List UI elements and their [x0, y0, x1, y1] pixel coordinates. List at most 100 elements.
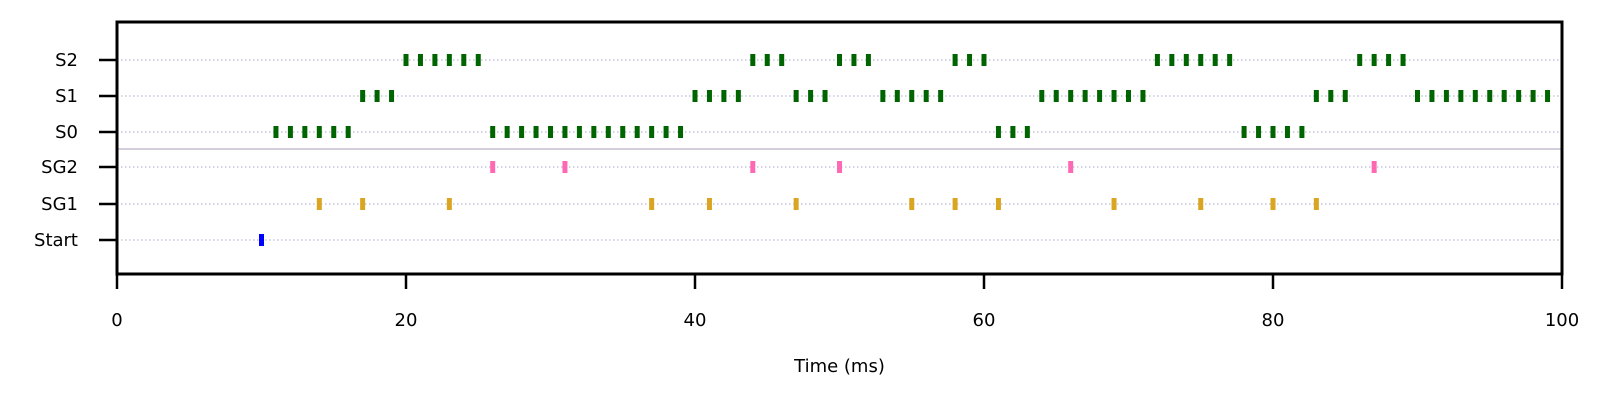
- spike-mark-s2-19: [1212, 54, 1218, 66]
- spike-mark-s0-8: [519, 126, 525, 138]
- spike-mark-s0-25: [1270, 126, 1276, 138]
- spike-mark-s1-15: [1039, 90, 1045, 102]
- spike-mark-s0-27: [1299, 126, 1305, 138]
- spike-mark-sg2-4: [1068, 161, 1074, 173]
- spike-mark-s1-25: [1342, 90, 1348, 102]
- spike-mark-s1-24: [1328, 90, 1334, 102]
- spike-mark-sg1-11: [1270, 198, 1276, 210]
- spike-mark-s0-4: [331, 126, 337, 138]
- spike-mark-sg1-8: [995, 198, 1001, 210]
- spike-mark-s1-13: [923, 90, 929, 102]
- spike-mark-s1-14: [938, 90, 944, 102]
- spike-mark-sg1-10: [1198, 198, 1204, 210]
- spike-mark-s0-13: [591, 126, 597, 138]
- spike-mark-s1-17: [1068, 90, 1074, 102]
- spike-mark-s2-16: [1169, 54, 1175, 66]
- spike-mark-sg1-3: [649, 198, 655, 210]
- spike-mark-s2-3: [446, 54, 452, 66]
- spike-mark-s1-23: [1313, 90, 1319, 102]
- spike-mark-s1-21: [1126, 90, 1131, 102]
- spike-mark-s1-32: [1501, 90, 1507, 102]
- spike-mark-s2-13: [967, 54, 973, 66]
- spike-mark-sg1-12: [1313, 198, 1319, 210]
- spike-mark-s1-2: [389, 90, 395, 102]
- spike-mark-s2-9: [837, 54, 842, 66]
- spike-mark-s1-27: [1429, 90, 1435, 102]
- spike-mark-s1-12: [909, 90, 915, 102]
- spike-mark-s1-10: [880, 90, 886, 102]
- x-tick-label-60: 60: [973, 310, 996, 331]
- spike-mark-s0-1: [287, 126, 293, 138]
- spike-mark-sg1-6: [909, 198, 915, 210]
- spike-mark-s1-7: [793, 90, 799, 102]
- spike-mark-s2-5: [475, 54, 481, 66]
- y-tick-label-sg1: SG1: [41, 194, 78, 215]
- plot-frame: [115, 20, 1564, 276]
- spike-mark-s1-22: [1140, 90, 1146, 102]
- spike-mark-s2-15: [1154, 54, 1160, 66]
- spike-mark-s1-0: [360, 90, 366, 102]
- spike-mark-sg1-0: [316, 198, 322, 210]
- x-axis-title: Time (ms): [793, 356, 885, 377]
- spike-mark-s0-20: [995, 126, 1001, 138]
- spike-mark-s2-4: [461, 54, 467, 66]
- spike-mark-s1-34: [1530, 90, 1536, 102]
- spike-mark-s0-19: [678, 126, 684, 138]
- spike-mark-s0-9: [533, 126, 539, 138]
- spike-mark-s1-9: [822, 90, 828, 102]
- x-tick-label-100: 100: [1545, 310, 1579, 331]
- spike-mark-s2-18: [1198, 54, 1204, 66]
- y-tick-label-s0: S0: [55, 122, 78, 143]
- spike-mark-s2-7: [764, 54, 770, 66]
- spike-mark-s1-29: [1458, 90, 1464, 102]
- y-tick-label-s1: S1: [55, 86, 78, 107]
- spike-mark-s0-3: [316, 126, 322, 138]
- spike-mark-s2-12: [952, 54, 958, 66]
- spike-mark-s2-1: [417, 54, 423, 66]
- spike-mark-s1-6: [735, 90, 741, 102]
- spike-mark-start-0: [259, 234, 264, 246]
- spike-mark-s2-22: [1371, 54, 1377, 66]
- spike-mark-s0-16: [634, 126, 640, 138]
- x-tick-label-0: 0: [111, 310, 122, 331]
- y-tick-label-start: Start: [34, 230, 78, 251]
- spike-mark-s2-2: [432, 54, 438, 66]
- spike-mark-s1-28: [1443, 90, 1449, 102]
- spike-mark-s2-14: [981, 54, 987, 66]
- spike-mark-s2-11: [865, 54, 871, 66]
- spike-mark-s1-26: [1415, 90, 1420, 102]
- y-tick-label-sg2: SG2: [41, 157, 78, 178]
- spike-mark-s1-3: [692, 90, 698, 102]
- spike-mark-s0-10: [548, 126, 553, 138]
- spike-mark-s0-2: [302, 126, 308, 138]
- x-tick-label-20: 20: [395, 310, 418, 331]
- spike-mark-s1-31: [1487, 90, 1493, 102]
- spike-mark-s0-11: [562, 126, 568, 138]
- axes: Start SG1 SG2 S0 S1 S2 0 20 40 60 80 100: [34, 20, 1579, 331]
- spike-mark-s1-4: [706, 90, 712, 102]
- spike-mark-s1-18: [1082, 90, 1088, 102]
- spike-mark-sg1-5: [793, 198, 799, 210]
- spike-mark-s0-17: [649, 126, 655, 138]
- spike-mark-s1-35: [1545, 90, 1551, 102]
- spike-mark-s0-7: [504, 126, 510, 138]
- spike-mark-s2-24: [1400, 54, 1406, 66]
- spike-marks: [259, 54, 1551, 246]
- spike-mark-s1-33: [1516, 90, 1522, 102]
- spike-mark-sg1-4: [706, 198, 712, 210]
- spike-mark-s0-12: [576, 126, 582, 138]
- spike-mark-sg2-1: [562, 161, 568, 173]
- spike-mark-s1-19: [1097, 90, 1103, 102]
- spike-mark-s2-10: [851, 54, 857, 66]
- spike-mark-s0-21: [1010, 126, 1016, 138]
- spike-mark-s2-23: [1386, 54, 1392, 66]
- spike-mark-s0-5: [345, 126, 351, 138]
- spike-mark-s0-23: [1241, 126, 1247, 138]
- spike-mark-s2-0: [403, 54, 409, 66]
- x-tick-label-40: 40: [684, 310, 707, 331]
- y-tick-label-s2: S2: [55, 50, 78, 71]
- spike-mark-s1-20: [1111, 90, 1117, 102]
- spike-mark-sg2-0: [490, 161, 496, 173]
- spike-mark-s1-30: [1472, 90, 1478, 102]
